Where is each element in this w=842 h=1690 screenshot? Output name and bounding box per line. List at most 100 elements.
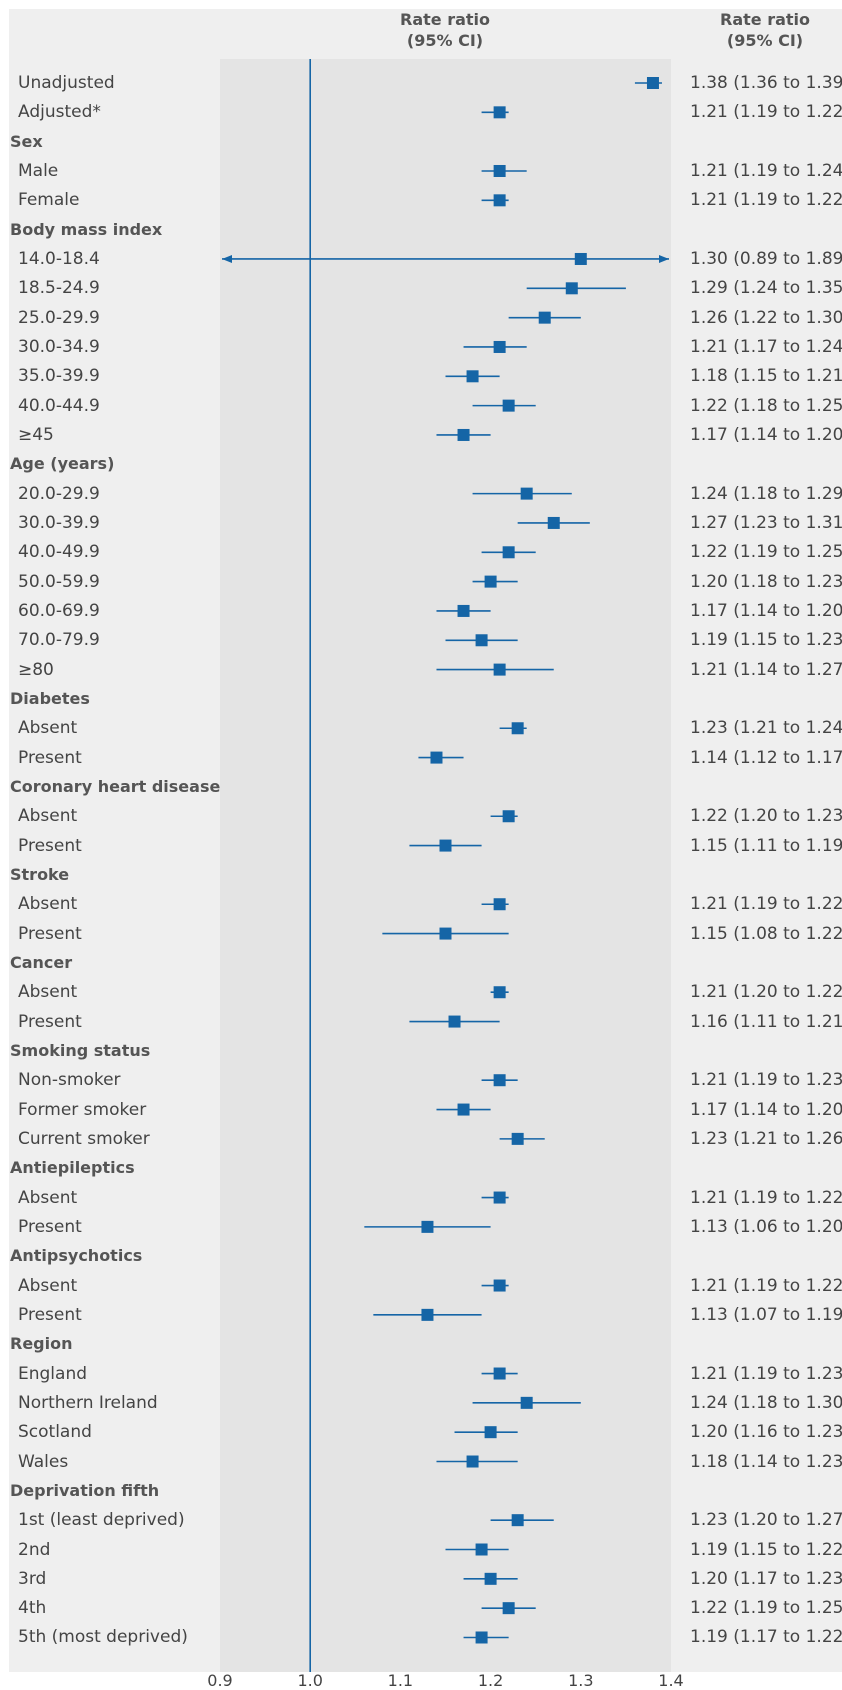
group-heading: Stroke	[10, 864, 70, 884]
ci-text: 1.17 (1.14 to 1.20)	[690, 1099, 842, 1120]
ci-text: 1.19 (1.15 to 1.22)	[690, 1539, 842, 1560]
ci-text: 1.38 (1.36 to 1.39)	[690, 73, 842, 93]
ci-text: 1.15 (1.08 to 1.22)	[690, 923, 842, 944]
ci-text: 1.21 (1.19 to 1.24)	[690, 160, 842, 181]
row-label: Present	[18, 1304, 82, 1325]
row-label: Non-smoker	[18, 1070, 121, 1091]
row-label: 70.0-79.9	[18, 630, 100, 651]
ci-text: 1.23 (1.21 to 1.26)	[690, 1128, 842, 1149]
row-label: Scotland	[18, 1422, 92, 1443]
x-tick-label: 1.3	[568, 1671, 594, 1690]
group-heading: Deprivation fifth	[10, 1480, 160, 1500]
ci-text: 1.21 (1.20 to 1.22)	[690, 982, 842, 1003]
ci-text: 1.22 (1.18 to 1.25)	[690, 395, 842, 416]
x-tick-label: 1.0	[297, 1671, 323, 1690]
row-label: Male	[18, 160, 59, 181]
estimate-marker	[493, 986, 506, 999]
group-heading: Antiepileptics	[10, 1158, 135, 1178]
estimate-marker	[502, 810, 515, 823]
estimate-marker	[457, 428, 470, 441]
group-heading: Body mass index	[10, 219, 163, 239]
estimate-marker	[511, 1514, 524, 1527]
estimate-marker	[475, 1543, 488, 1556]
estimate-marker	[421, 1308, 434, 1321]
row-label: Adjusted*	[18, 102, 101, 123]
estimate-marker	[511, 722, 524, 735]
estimate-marker	[493, 164, 506, 177]
ci-text: 1.23 (1.20 to 1.27)	[690, 1510, 842, 1531]
ci-text: 1.21 (1.19 to 1.22)	[690, 1275, 842, 1296]
row-label: 18.5-24.9	[18, 278, 100, 299]
ci-text: 1.22 (1.19 to 1.25)	[690, 542, 842, 563]
estimate-marker	[439, 839, 452, 852]
row-label: Absent	[18, 806, 78, 827]
group-heading: Diabetes	[10, 688, 90, 708]
row-label: Present	[18, 747, 82, 768]
estimate-marker	[448, 1015, 461, 1028]
row-label: Absent	[18, 894, 78, 915]
ci-text: 1.19 (1.17 to 1.22)	[690, 1627, 842, 1648]
row-label: Northern Ireland	[18, 1392, 158, 1413]
estimate-marker	[493, 1367, 506, 1380]
row-label: Absent	[18, 1275, 78, 1296]
ci-text: 1.24 (1.18 to 1.30)	[690, 1392, 842, 1413]
ci-text: 1.27 (1.23 to 1.31)	[690, 512, 842, 533]
ci-text: 1.21 (1.19 to 1.22)	[690, 1187, 842, 1208]
estimate-marker	[493, 1191, 506, 1204]
estimate-marker	[538, 311, 551, 324]
row-label: ≥45	[18, 424, 54, 445]
ci-text: 1.29 (1.24 to 1.35)	[690, 278, 842, 299]
ci-text: 1.21 (1.19 to 1.22)	[690, 102, 842, 123]
estimate-marker	[520, 487, 533, 500]
estimate-marker	[520, 1396, 533, 1409]
estimate-marker	[493, 340, 506, 353]
ci-text: 1.17 (1.14 to 1.20)	[690, 424, 842, 445]
row-label: Current smoker	[18, 1128, 150, 1149]
row-label: 35.0-39.9	[18, 366, 100, 387]
row-label: Female	[18, 190, 80, 211]
row-label: England	[18, 1363, 88, 1384]
row-label: 2nd	[18, 1539, 51, 1560]
x-tick-label: 1.1	[387, 1671, 414, 1690]
group-heading: Age (years)	[10, 454, 115, 474]
row-label: 5th (most deprived)	[18, 1627, 188, 1648]
estimate-marker	[484, 575, 497, 588]
estimate-marker	[484, 1572, 497, 1585]
ci-text: 1.20 (1.18 to 1.23)	[690, 571, 842, 592]
ci-text: 1.21 (1.17 to 1.24)	[690, 336, 842, 357]
estimate-marker	[439, 927, 452, 940]
ci-text: 1.21 (1.19 to 1.23)	[690, 1363, 842, 1384]
x-tick-label: 1.4	[658, 1671, 684, 1690]
row-label: 20.0-29.9	[18, 483, 100, 504]
ci-text: 1.13 (1.07 to 1.19)	[690, 1304, 842, 1325]
ci-text: 1.22 (1.20 to 1.23)	[690, 806, 842, 827]
estimate-marker	[574, 252, 587, 265]
row-label: 4th	[18, 1598, 47, 1619]
group-heading: Smoking status	[10, 1040, 151, 1060]
ci-text: 1.20 (1.16 to 1.23)	[690, 1422, 842, 1443]
ci-arrow-left	[222, 254, 232, 263]
estimate-marker	[457, 1103, 470, 1116]
row-label: Former smoker	[18, 1099, 147, 1120]
ci-text: 1.21 (1.19 to 1.22)	[690, 894, 842, 915]
estimate-marker	[511, 1132, 524, 1145]
plot-column-header: Rate ratio (95% CI)	[400, 10, 490, 50]
row-label: Unadjusted	[18, 73, 115, 93]
row-label: 30.0-39.9	[18, 512, 100, 533]
row-label: Present	[18, 1216, 82, 1237]
row-label: 40.0-49.9	[18, 542, 100, 563]
ci-text: 1.26 (1.22 to 1.30)	[690, 307, 842, 328]
estimate-marker	[493, 663, 506, 676]
row-label: Present	[18, 923, 82, 944]
estimate-marker	[547, 516, 560, 529]
ci-text: 1.17 (1.14 to 1.20)	[690, 600, 842, 621]
estimate-marker	[493, 1074, 506, 1087]
row-label: 60.0-69.9	[18, 600, 100, 621]
row-label: 30.0-34.9	[18, 336, 100, 357]
row-label: Absent	[18, 718, 78, 739]
estimate-marker	[493, 194, 506, 207]
x-tick-label: 1.2	[477, 1671, 504, 1690]
ci-text: 1.22 (1.19 to 1.25)	[690, 1598, 842, 1619]
group-heading: Cancer	[10, 952, 73, 972]
row-label: Present	[18, 1011, 82, 1032]
